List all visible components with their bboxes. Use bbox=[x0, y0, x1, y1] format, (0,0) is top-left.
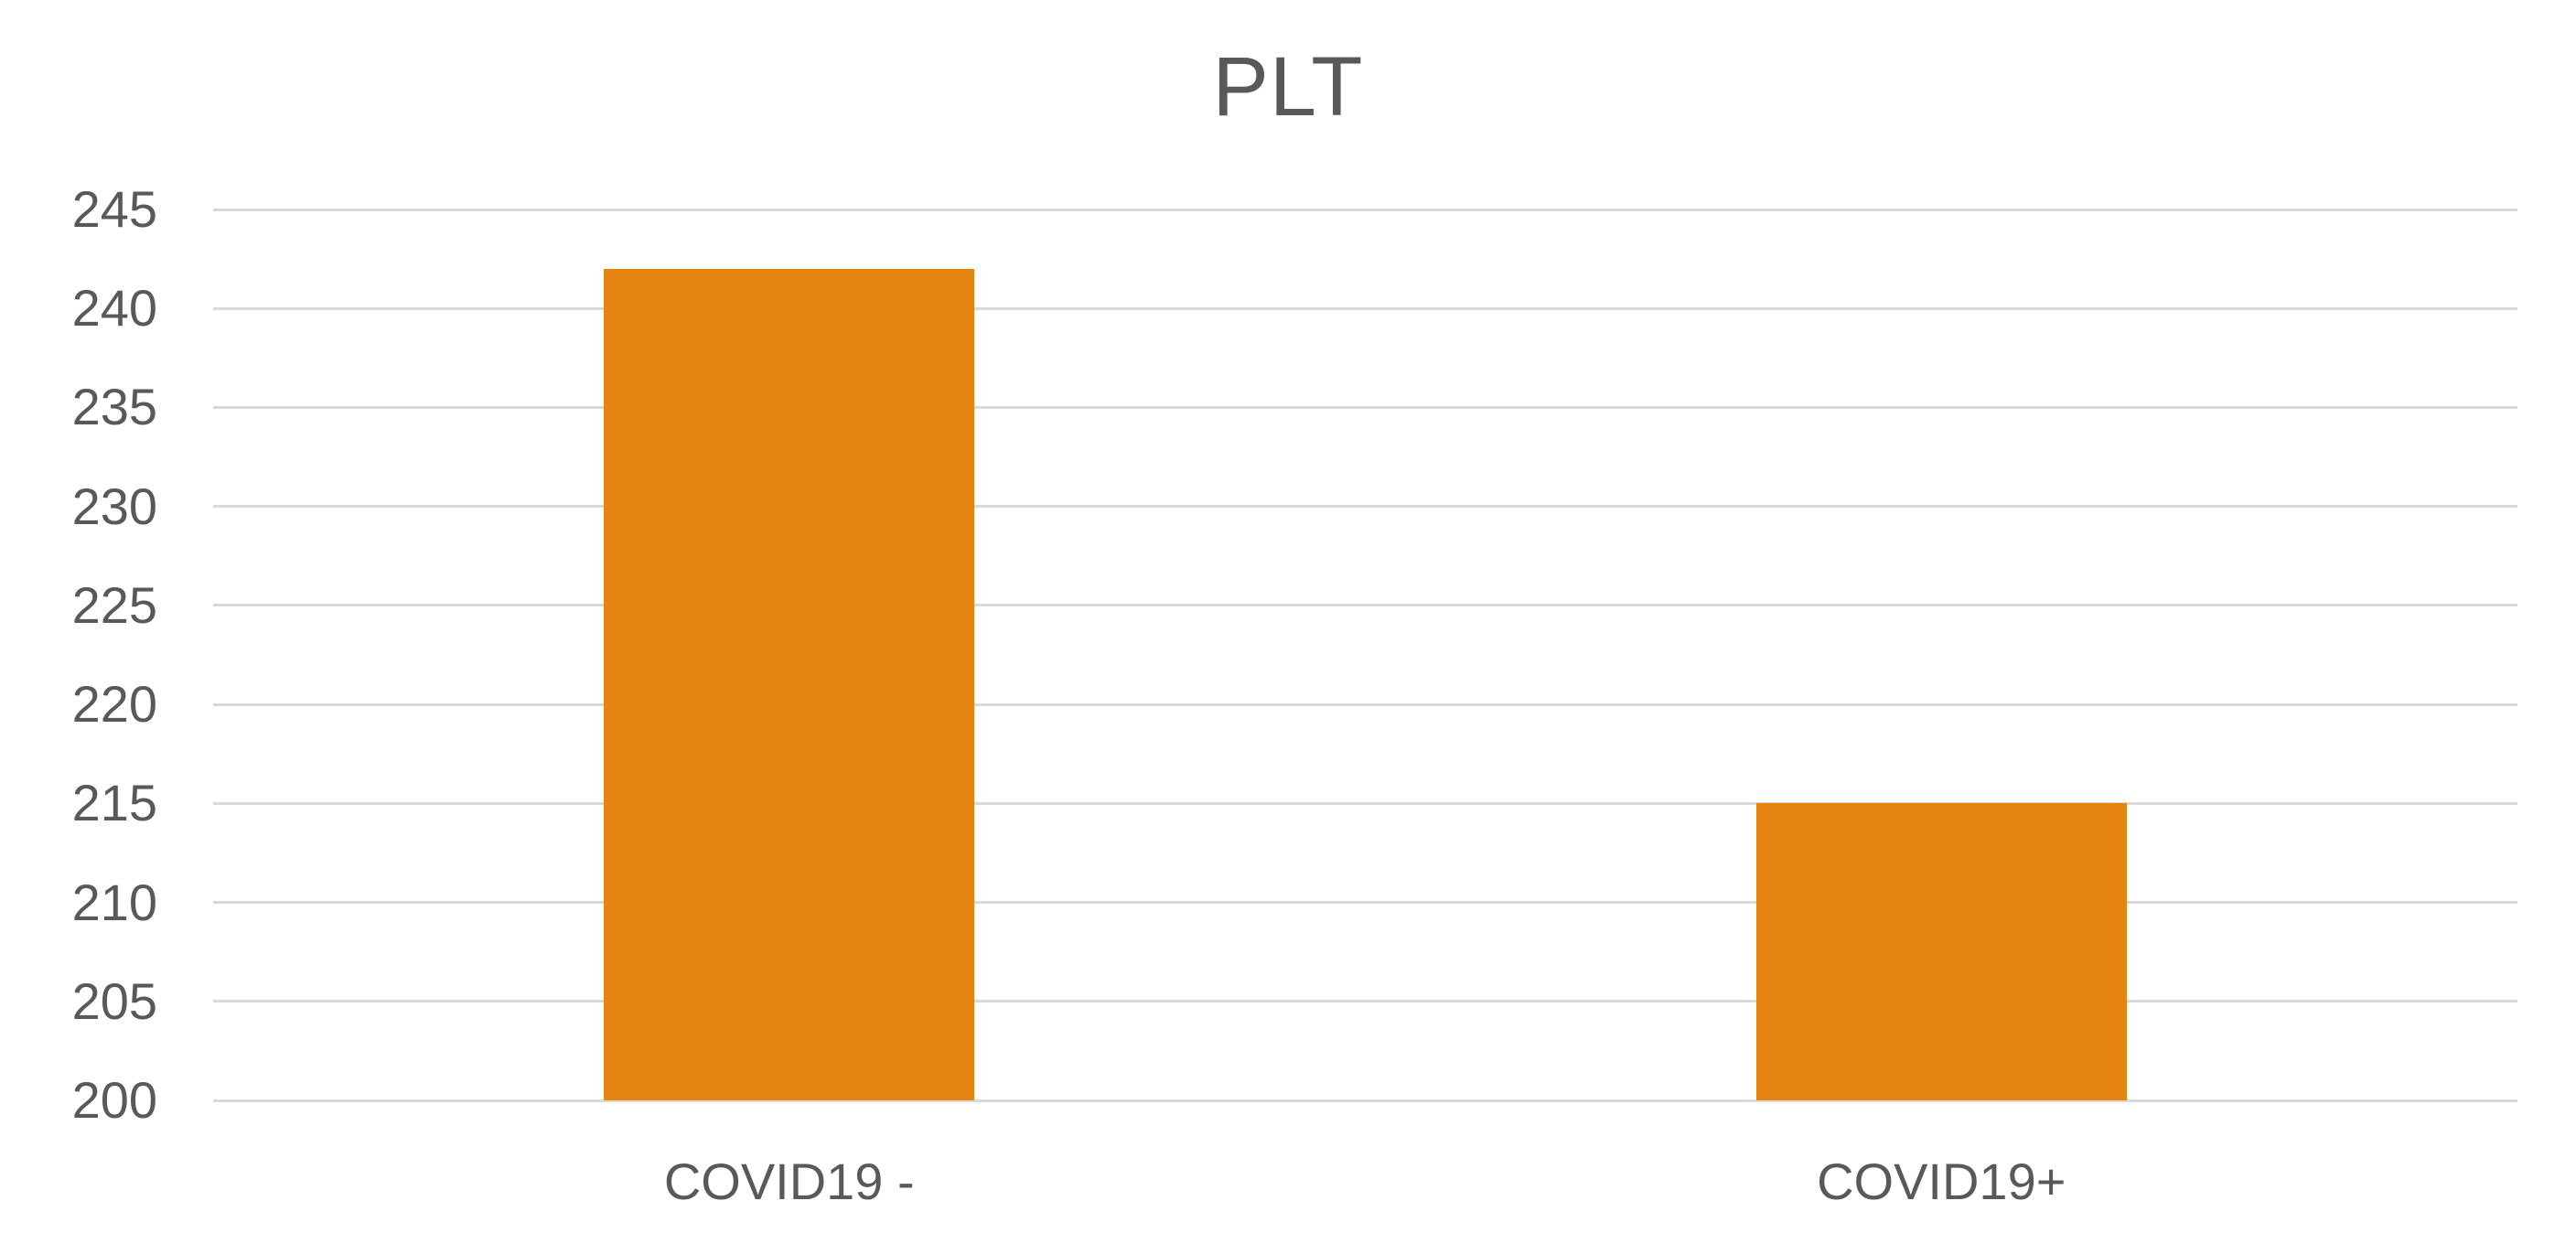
y-tick-label-245: 245 bbox=[71, 180, 157, 238]
bar-1 bbox=[1755, 803, 2127, 1100]
y-tick-label-230: 230 bbox=[71, 477, 157, 535]
y-tick-label-225: 225 bbox=[71, 575, 157, 634]
gridline-210 bbox=[213, 901, 2517, 905]
y-tick-label-200: 200 bbox=[71, 1071, 157, 1129]
x-category-label-1: COVID19+ bbox=[1817, 1153, 2066, 1210]
x-category-label-0: COVID19 - bbox=[663, 1153, 915, 1210]
y-tick-label-220: 220 bbox=[71, 675, 157, 734]
gridline-225 bbox=[213, 604, 2517, 607]
y-tick-label-210: 210 bbox=[71, 873, 157, 931]
gridline-215 bbox=[213, 801, 2517, 805]
gridline-200 bbox=[213, 1099, 2517, 1102]
gridline-220 bbox=[213, 702, 2517, 706]
bar-0 bbox=[604, 268, 975, 1100]
gridline-240 bbox=[213, 306, 2517, 310]
y-tick-label-240: 240 bbox=[71, 279, 157, 338]
gridline-205 bbox=[213, 1000, 2517, 1003]
y-tick-label-215: 215 bbox=[71, 774, 157, 832]
chart-title: PLT bbox=[1212, 40, 1364, 134]
gridline-230 bbox=[213, 505, 2517, 509]
gridline-245 bbox=[213, 208, 2517, 211]
y-tick-label-235: 235 bbox=[71, 378, 157, 436]
y-tick-label-205: 205 bbox=[71, 971, 157, 1030]
gridline-235 bbox=[213, 405, 2517, 409]
